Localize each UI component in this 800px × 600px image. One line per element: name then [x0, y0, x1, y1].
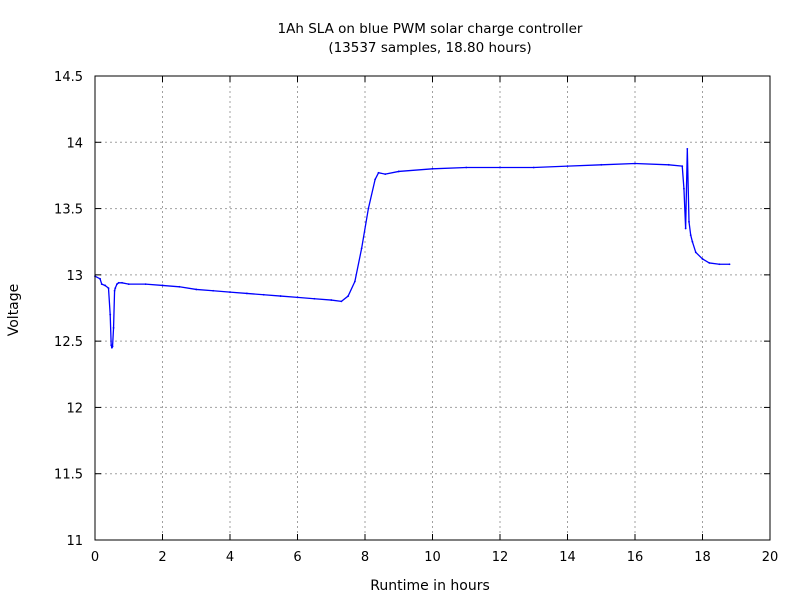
voltage-data-point	[161, 284, 164, 287]
x-tick-label: 16	[627, 550, 644, 565]
voltage-data-point	[681, 165, 684, 168]
voltage-data-point	[113, 289, 116, 292]
voltage-data-point	[384, 173, 387, 176]
voltage-data-point	[100, 283, 103, 286]
x-tick-label: 0	[91, 550, 99, 565]
chart-title: 1Ah SLA on blue PWM solar charge control…	[278, 21, 583, 37]
voltage-data-point	[262, 293, 265, 296]
voltage-data-point	[684, 227, 687, 230]
voltage-data-point	[229, 291, 231, 293]
voltage-data-point	[178, 285, 181, 288]
voltage-data-point	[121, 281, 123, 284]
x-tick-label: 10	[424, 550, 441, 565]
y-tick-label: 13	[66, 269, 83, 284]
voltage-data-point	[296, 296, 299, 299]
voltage-data-point	[313, 297, 316, 300]
x-tick-label: 14	[559, 550, 576, 565]
voltage-data-point	[431, 167, 434, 170]
x-tick-label: 2	[158, 550, 166, 565]
voltage-data-point	[600, 163, 603, 166]
voltage-data-point	[694, 251, 697, 254]
voltage-data-point	[117, 281, 120, 284]
voltage-data-point	[397, 170, 400, 173]
voltage-data-point	[566, 165, 569, 168]
voltage-data-point	[109, 313, 112, 316]
voltage-data-point	[212, 289, 215, 292]
y-axis-title: Voltage	[6, 284, 22, 337]
voltage-data-point	[688, 220, 690, 223]
x-tick-label: 20	[762, 550, 779, 565]
y-tick-label: 11	[66, 534, 83, 549]
tick-layer: 0 2 4 6 8 10 12 14 16 18 20 11 11.5 12 12.5 13 13.5 14 14.…	[54, 70, 778, 565]
series-layer	[94, 148, 731, 349]
voltage-data-point	[708, 262, 711, 264]
voltage-data-point	[195, 288, 198, 291]
voltage-data-point	[111, 345, 114, 348]
y-tick-label: 12.5	[54, 335, 83, 350]
voltage-data-point	[245, 292, 248, 295]
y-tick-label: 12	[66, 401, 83, 416]
voltage-data-point	[634, 162, 636, 165]
voltage-data-point	[279, 295, 282, 297]
voltage-data-point	[374, 178, 377, 181]
voltage-data-point	[114, 287, 117, 290]
voltage-data-point	[377, 171, 380, 174]
voltage-data-point	[99, 277, 101, 280]
voltage-data-point	[116, 283, 118, 286]
voltage-data-point	[110, 344, 113, 347]
voltage-data-point	[667, 163, 670, 166]
voltage-data-point	[686, 148, 689, 150]
voltage-data-point	[112, 326, 115, 329]
voltage-data-point	[728, 263, 731, 266]
voltage-data-point	[718, 263, 721, 266]
voltage-data-point	[107, 287, 110, 290]
voltage-data-point	[689, 234, 692, 236]
x-tick-label: 4	[226, 550, 234, 565]
voltage-data-point	[499, 166, 501, 169]
voltage-data-point	[465, 166, 468, 169]
voltage-data-point	[330, 299, 333, 301]
y-tick-label: 14.5	[54, 70, 83, 85]
x-axis-title: Runtime in hours	[370, 578, 490, 594]
voltage-data-point	[691, 240, 694, 243]
voltage-data-point	[104, 284, 107, 287]
chart-subtitle: (13537 samples, 18.80 hours)	[328, 40, 531, 56]
x-tick-label: 18	[694, 550, 711, 565]
voltage-data-point	[347, 295, 350, 297]
voltage-data-point	[367, 207, 370, 210]
voltage-data-point	[701, 258, 704, 260]
x-tick-label: 12	[492, 550, 509, 565]
voltage-data-point	[683, 187, 685, 190]
y-tick-label: 13.5	[54, 203, 83, 218]
grid-layer	[95, 76, 770, 540]
voltage-data-point	[340, 300, 343, 303]
voltage-data-point	[144, 283, 147, 286]
voltage-data-point	[127, 283, 130, 286]
y-tick-label: 11.5	[54, 468, 83, 483]
x-tick-label: 8	[361, 550, 369, 565]
voltage-data-point	[532, 166, 535, 169]
voltage-data-point	[353, 280, 356, 283]
y-tick-label: 14	[66, 136, 83, 151]
x-tick-label: 6	[293, 550, 301, 565]
voltage-data-point	[360, 247, 363, 250]
